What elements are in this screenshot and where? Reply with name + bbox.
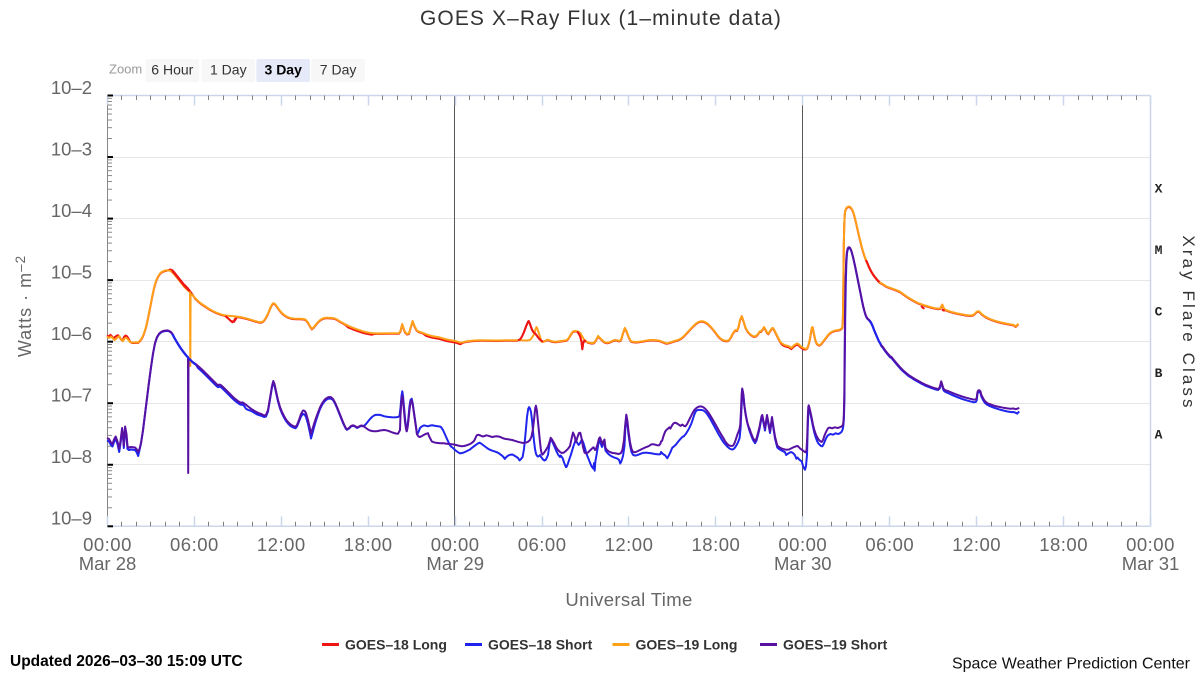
svg-text:10–3: 10–3 bbox=[51, 138, 92, 159]
svg-text:GOES–19 Short: GOES–19 Short bbox=[783, 637, 888, 653]
svg-text:Zoom: Zoom bbox=[109, 62, 142, 77]
svg-text:Mar 31: Mar 31 bbox=[1122, 553, 1180, 574]
svg-text:10–9: 10–9 bbox=[51, 508, 92, 529]
svg-text:10–6: 10–6 bbox=[51, 323, 92, 344]
svg-text:00:00: 00:00 bbox=[778, 534, 827, 555]
svg-text:Universal Time: Universal Time bbox=[565, 589, 692, 610]
svg-text:Xray Flare Class: Xray Flare Class bbox=[1179, 235, 1198, 410]
svg-text:GOES–19 Long: GOES–19 Long bbox=[636, 637, 738, 653]
svg-text:Mar 30: Mar 30 bbox=[774, 553, 832, 574]
svg-text:Space Weather Prediction Cente: Space Weather Prediction Center bbox=[952, 656, 1191, 673]
svg-text:B: B bbox=[1155, 366, 1163, 381]
svg-text:06:00: 06:00 bbox=[170, 534, 219, 555]
svg-text:6 Hour: 6 Hour bbox=[151, 62, 193, 78]
svg-text:GOES–18 Long: GOES–18 Long bbox=[345, 637, 447, 653]
svg-text:10–5: 10–5 bbox=[51, 262, 92, 283]
svg-text:M: M bbox=[1155, 243, 1163, 258]
svg-text:12:00: 12:00 bbox=[257, 534, 306, 555]
svg-text:00:00: 00:00 bbox=[431, 534, 480, 555]
svg-text:Mar 28: Mar 28 bbox=[79, 553, 137, 574]
svg-text:Updated 2026–03–30 15:09 UTC: Updated 2026–03–30 15:09 UTC bbox=[10, 653, 243, 670]
svg-text:10–4: 10–4 bbox=[51, 200, 92, 221]
svg-text:7 Day: 7 Day bbox=[320, 62, 357, 78]
svg-text:06:00: 06:00 bbox=[518, 534, 567, 555]
svg-text:X: X bbox=[1155, 181, 1163, 196]
svg-text:18:00: 18:00 bbox=[692, 534, 741, 555]
svg-text:18:00: 18:00 bbox=[1039, 534, 1088, 555]
svg-text:Mar 29: Mar 29 bbox=[426, 553, 484, 574]
svg-text:18:00: 18:00 bbox=[344, 534, 393, 555]
svg-text:06:00: 06:00 bbox=[865, 534, 914, 555]
svg-text:3 Day: 3 Day bbox=[265, 62, 303, 78]
svg-text:12:00: 12:00 bbox=[605, 534, 654, 555]
svg-text:GOES–18 Short: GOES–18 Short bbox=[488, 637, 593, 653]
svg-text:Watts · m–2: Watts · m–2 bbox=[13, 255, 35, 357]
svg-text:10–7: 10–7 bbox=[51, 385, 92, 406]
svg-text:12:00: 12:00 bbox=[952, 534, 1001, 555]
svg-text:10–2: 10–2 bbox=[51, 77, 92, 98]
svg-text:GOES X–Ray Flux (1–minute data: GOES X–Ray Flux (1–minute data) bbox=[420, 7, 782, 30]
svg-text:00:00: 00:00 bbox=[83, 534, 132, 555]
svg-text:C: C bbox=[1155, 304, 1163, 319]
svg-text:10–8: 10–8 bbox=[51, 446, 92, 467]
svg-text:00:00: 00:00 bbox=[1126, 534, 1175, 555]
svg-text:1 Day: 1 Day bbox=[210, 62, 247, 78]
svg-text:A: A bbox=[1155, 428, 1163, 443]
